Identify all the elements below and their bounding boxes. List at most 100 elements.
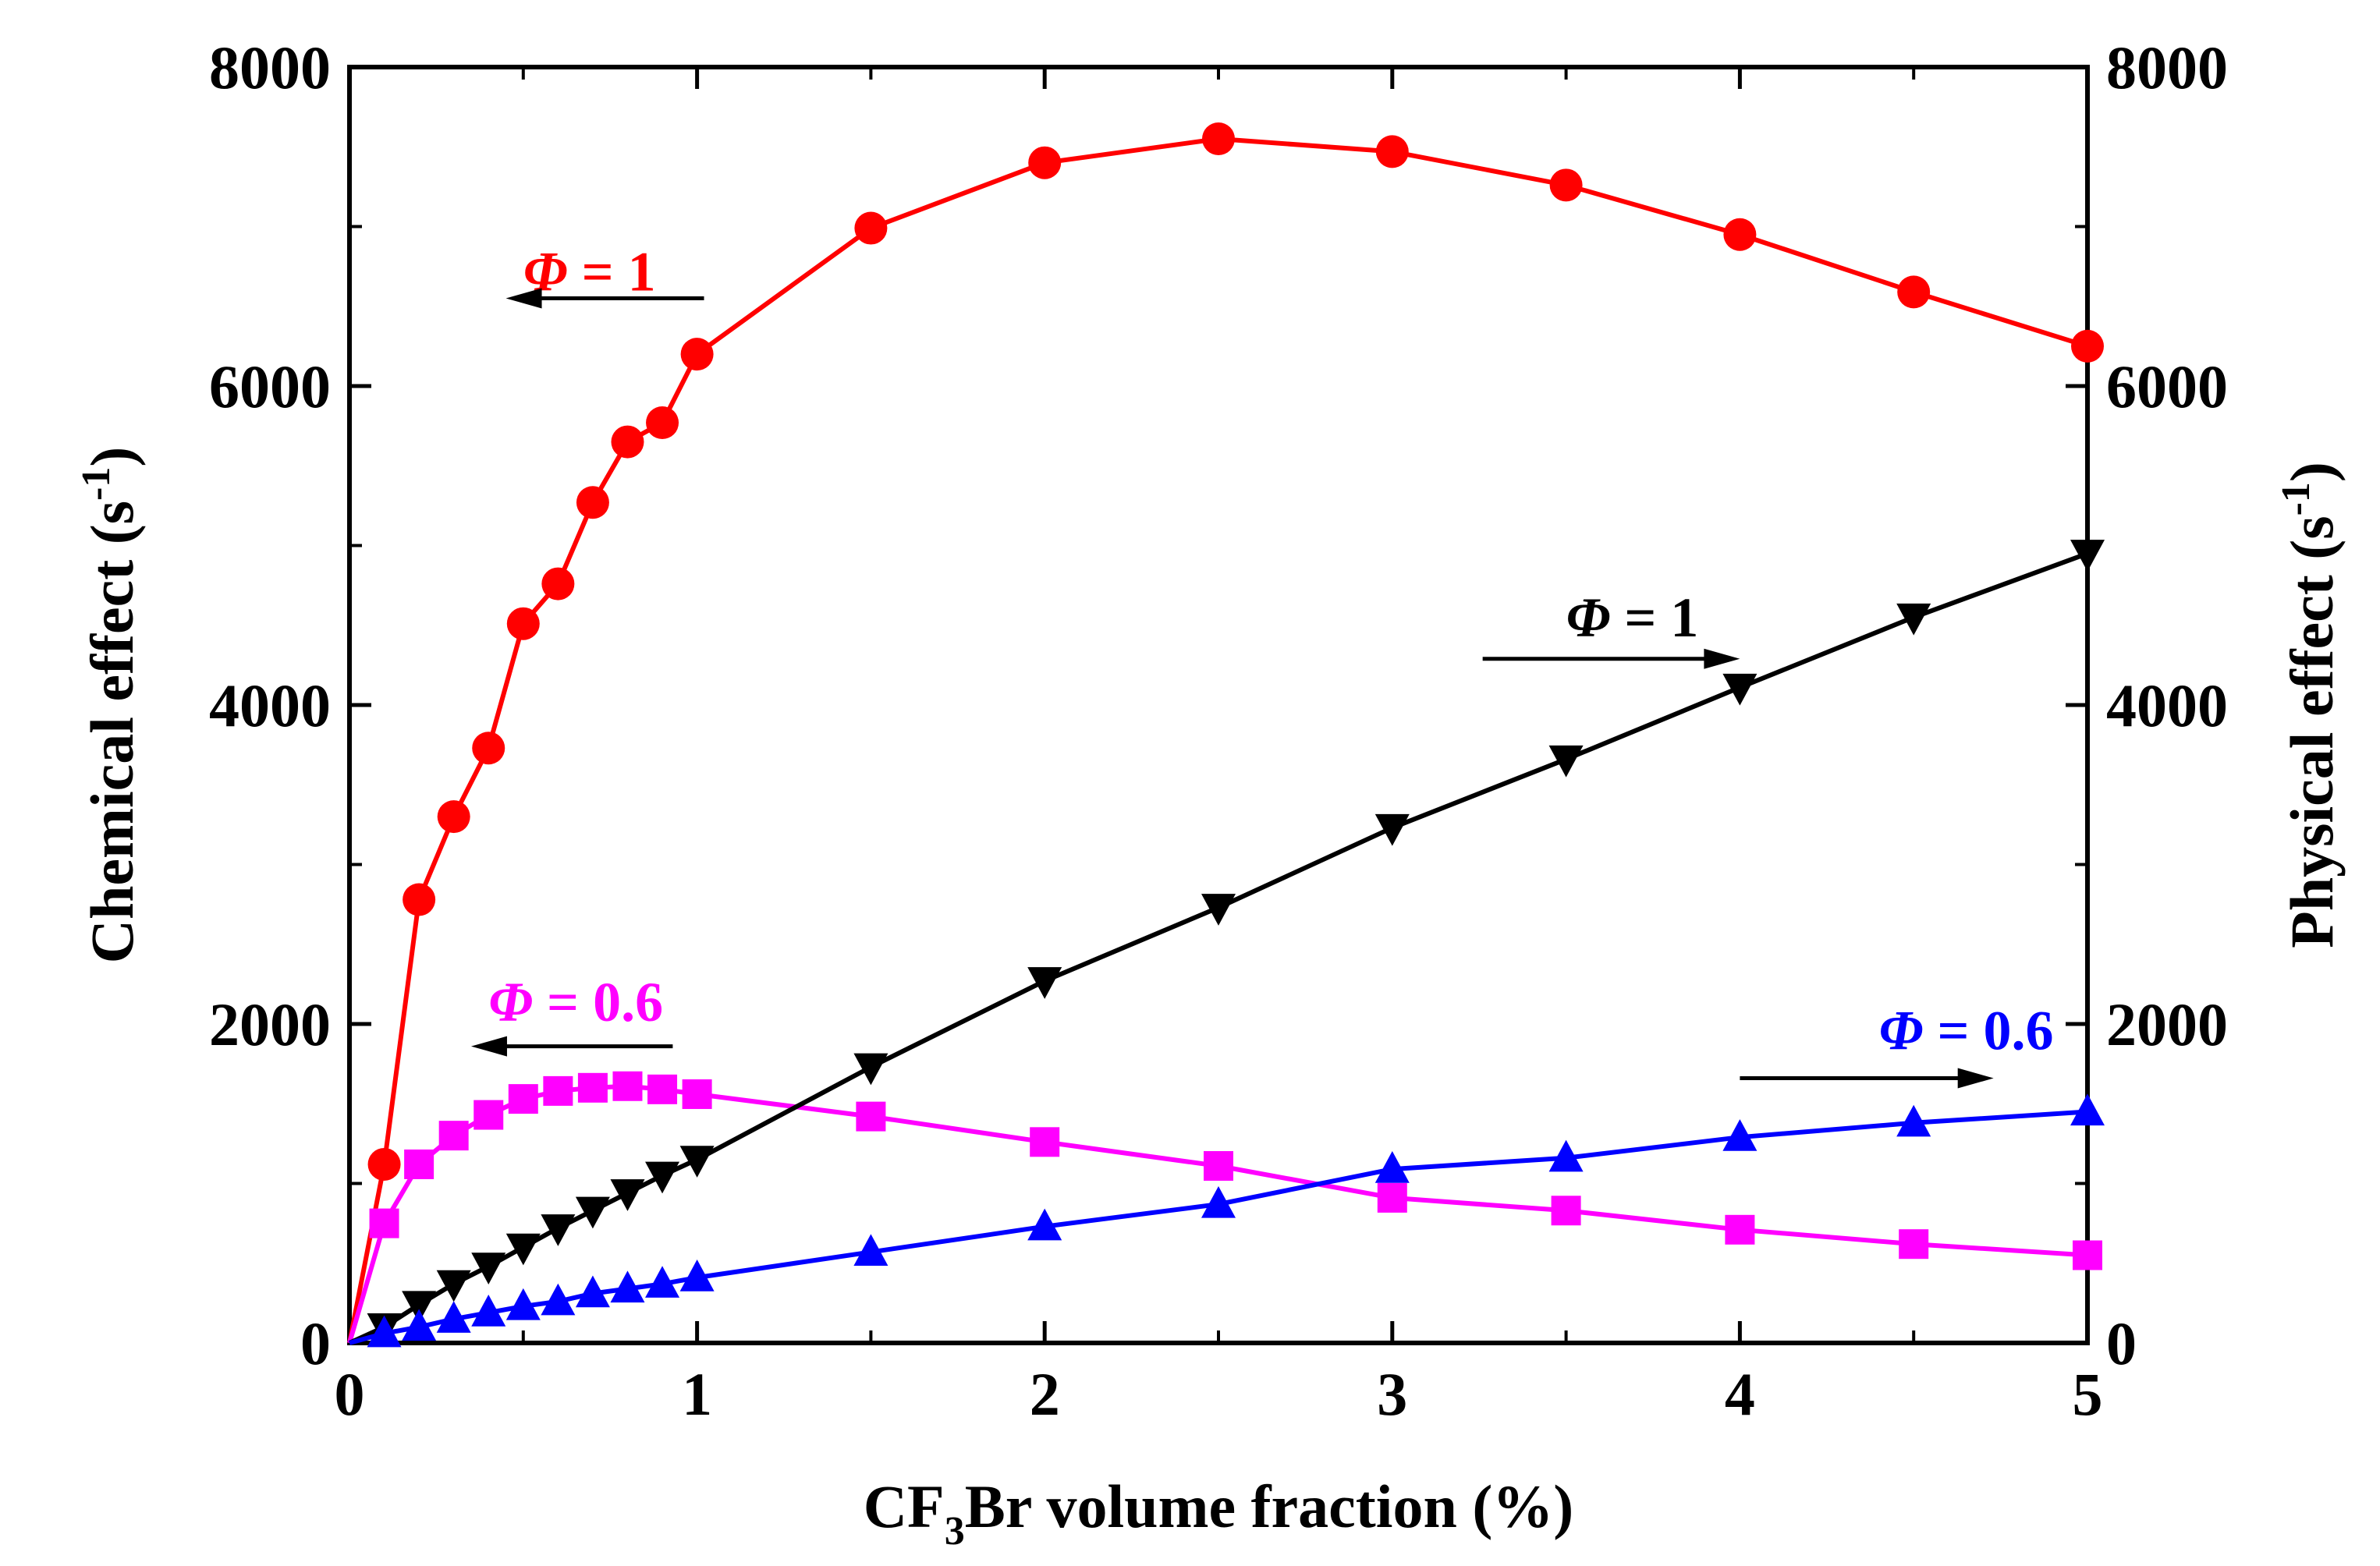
data-point bbox=[1899, 1229, 1929, 1260]
data-point bbox=[505, 1233, 541, 1266]
data-point bbox=[576, 486, 609, 519]
y-left-tick-label: 0 bbox=[300, 1309, 331, 1377]
data-point bbox=[1202, 122, 1235, 156]
data-point bbox=[403, 883, 436, 916]
data-point bbox=[2070, 540, 2105, 572]
data-point bbox=[471, 1295, 506, 1327]
data-point bbox=[541, 1214, 576, 1246]
annotations: Φ = 1Φ = 0.6Φ = 1Φ = 0.6 bbox=[470, 240, 2054, 1089]
data-point bbox=[575, 1275, 610, 1308]
data-point bbox=[679, 1260, 715, 1291]
data-point bbox=[1725, 1214, 1755, 1245]
data-point bbox=[438, 1121, 469, 1151]
data-point bbox=[436, 1270, 471, 1302]
series-line bbox=[348, 551, 2089, 1345]
annotation-value: = 0.6 bbox=[533, 971, 663, 1033]
x-tick-label: 1 bbox=[682, 1360, 712, 1428]
data-point bbox=[436, 1301, 471, 1333]
annotation-label: Φ = 0.6 bbox=[1879, 1000, 2054, 1062]
data-point bbox=[1896, 603, 1931, 636]
data-point bbox=[854, 211, 888, 245]
data-point bbox=[1723, 218, 1757, 251]
annotation-arrow-head bbox=[505, 288, 542, 309]
data-point bbox=[505, 1288, 541, 1320]
data-point bbox=[1027, 1208, 1062, 1241]
data-point bbox=[853, 1234, 889, 1267]
data-point bbox=[611, 425, 644, 459]
data-point bbox=[369, 1208, 399, 1238]
data-point bbox=[679, 1146, 715, 1178]
data-point bbox=[543, 1075, 573, 1106]
data-point bbox=[853, 1053, 889, 1086]
y-axis-right-title: Physical effect (s-1) bbox=[2274, 462, 2346, 948]
annotation-label: Φ = 1 bbox=[523, 240, 656, 303]
data-point bbox=[2073, 1240, 2102, 1270]
y-left-tick-label: 2000 bbox=[209, 990, 331, 1058]
x-tick-label: 3 bbox=[1377, 1360, 1407, 1428]
data-point bbox=[1722, 1119, 1758, 1151]
data-point bbox=[577, 1072, 608, 1103]
y-right-tick-label: 4000 bbox=[2106, 671, 2228, 739]
annotation-2: Φ = 1 bbox=[1482, 586, 1740, 669]
data-point bbox=[1374, 813, 1410, 846]
data-point bbox=[575, 1196, 610, 1229]
series-line bbox=[349, 1109, 2088, 1345]
data-point bbox=[367, 1147, 401, 1181]
data-point bbox=[1201, 1185, 1236, 1218]
x-tick-label: 4 bbox=[1725, 1360, 1755, 1428]
y-right-tick-label: 8000 bbox=[2106, 34, 2228, 101]
y-left-tick-label: 6000 bbox=[209, 353, 331, 420]
data-point bbox=[680, 338, 714, 371]
series-1 bbox=[347, 1071, 2102, 1344]
data-point bbox=[646, 406, 679, 440]
y-right-tick-label: 0 bbox=[2106, 1309, 2137, 1377]
x-tick-label: 0 bbox=[335, 1360, 365, 1428]
y-axis-left-title: Chemical effect (s-1) bbox=[74, 447, 146, 964]
data-point bbox=[506, 607, 540, 640]
y-left-title-sup: -1 bbox=[74, 467, 119, 501]
annotation-phi: Φ bbox=[1879, 1000, 1924, 1062]
data-point bbox=[645, 1266, 680, 1298]
x-axis-title: CF3Br volume fraction (%) bbox=[864, 1472, 1574, 1554]
x-tick-label: 5 bbox=[2073, 1360, 2103, 1428]
y-right-title-close: ) bbox=[2278, 462, 2346, 482]
data-point bbox=[856, 1101, 886, 1132]
data-point bbox=[1548, 1139, 1584, 1172]
y-left-title-close: ) bbox=[78, 447, 146, 467]
annotation-phi: Φ bbox=[488, 971, 533, 1033]
data-point bbox=[1201, 894, 1236, 926]
data-point bbox=[471, 1252, 506, 1284]
annotation-1: Φ = 0.6 bbox=[470, 971, 673, 1057]
data-point bbox=[1030, 1127, 1060, 1157]
annotation-label: Φ = 1 bbox=[1566, 586, 1699, 649]
data-point bbox=[474, 1100, 504, 1130]
data-point bbox=[402, 1309, 437, 1341]
data-point bbox=[1551, 1196, 1581, 1226]
data-point bbox=[472, 732, 505, 765]
data-point bbox=[612, 1071, 643, 1101]
data-point bbox=[645, 1161, 680, 1194]
annotation-phi: Φ bbox=[1566, 586, 1611, 649]
data-point bbox=[508, 1084, 538, 1114]
data-point bbox=[1028, 146, 1062, 179]
annotation-value: = 1 bbox=[568, 240, 656, 303]
y-left-tick-label: 8000 bbox=[209, 34, 331, 101]
data-point bbox=[541, 1283, 576, 1316]
data-point bbox=[404, 1149, 435, 1179]
data-point bbox=[2071, 329, 2104, 363]
data-point bbox=[1374, 1150, 1410, 1183]
annotation-0: Φ = 1 bbox=[505, 240, 704, 309]
y-left-title-text: Chemical effect (s bbox=[78, 501, 146, 963]
series-0 bbox=[347, 122, 2104, 1344]
data-point bbox=[1896, 1104, 1931, 1137]
data-point bbox=[610, 1179, 645, 1211]
data-point bbox=[1897, 275, 1931, 309]
annotation-label: Φ = 0.6 bbox=[488, 971, 663, 1033]
data-point bbox=[1204, 1151, 1233, 1182]
data-point bbox=[541, 567, 575, 601]
y-right-tick-label: 6000 bbox=[2106, 353, 2228, 420]
annotation-arrow-head bbox=[1957, 1068, 1994, 1089]
x-axis-title-pre: CF bbox=[864, 1472, 945, 1540]
